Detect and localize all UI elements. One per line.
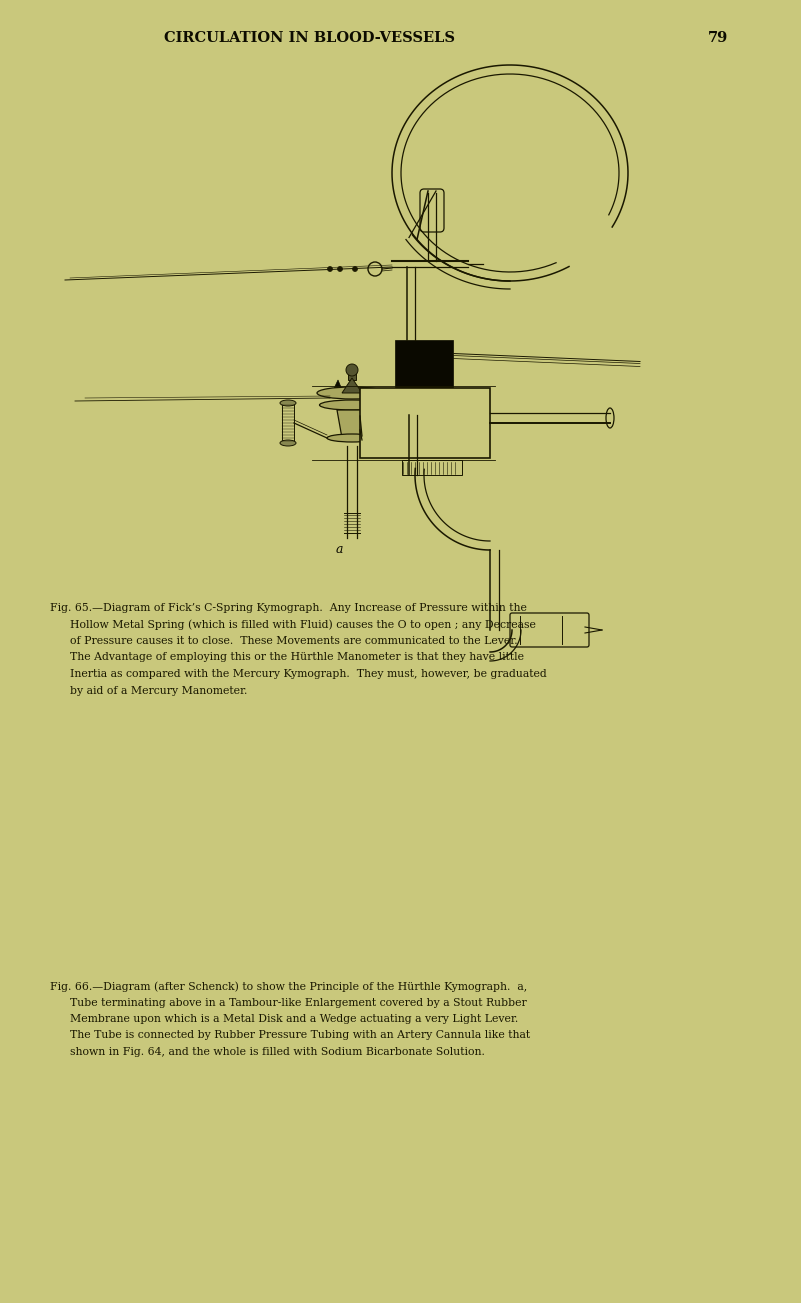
Ellipse shape xyxy=(327,434,377,442)
Text: Tube terminating above in a Tambour-like Enlargement covered by a Stout Rubber: Tube terminating above in a Tambour-like… xyxy=(70,998,527,1007)
Text: 79: 79 xyxy=(708,31,728,46)
Text: Fig. 66.—Diagram (after Schenck) to show the Principle of the Hürthle Kymograph.: Fig. 66.—Diagram (after Schenck) to show… xyxy=(50,981,527,992)
Bar xyxy=(403,390,451,414)
Ellipse shape xyxy=(317,387,387,399)
Text: Membrane upon which is a Metal Disk and a Wedge actuating a very Light Lever.: Membrane upon which is a Metal Disk and … xyxy=(70,1014,518,1024)
Bar xyxy=(360,388,490,457)
Ellipse shape xyxy=(280,440,296,446)
Bar xyxy=(395,340,453,395)
Ellipse shape xyxy=(280,400,296,407)
Text: The Tube is connected by Rubber Pressure Tubing with an Artery Cannula like that: The Tube is connected by Rubber Pressure… xyxy=(70,1031,530,1041)
Text: Hollow Metal Spring (which is filled with Fluid) causes the O to open ; any Decr: Hollow Metal Spring (which is filled wit… xyxy=(70,619,536,631)
Text: Fig. 65.—Diagram of Fick’s C-Spring Kymograph.  Any Increase of Pressure within : Fig. 65.—Diagram of Fick’s C-Spring Kymo… xyxy=(50,603,527,612)
Ellipse shape xyxy=(606,408,614,427)
Bar xyxy=(282,403,294,443)
Text: a: a xyxy=(336,543,344,556)
Polygon shape xyxy=(330,380,345,397)
Text: Inertia as compared with the Mercury Kymograph.  They must, however, be graduate: Inertia as compared with the Mercury Kym… xyxy=(70,668,547,679)
FancyBboxPatch shape xyxy=(510,612,589,648)
Polygon shape xyxy=(337,410,367,438)
Circle shape xyxy=(352,267,357,271)
Circle shape xyxy=(328,267,332,271)
Text: of Pressure causes it to close.  These Movements are communicated to the Lever.: of Pressure causes it to close. These Mo… xyxy=(70,636,517,646)
Text: CIRCULATION IN BLOOD-VESSELS: CIRCULATION IN BLOOD-VESSELS xyxy=(164,31,456,46)
Text: The Advantage of employing this or the Hürthle Manometer is that they have littl: The Advantage of employing this or the H… xyxy=(70,653,524,662)
FancyBboxPatch shape xyxy=(420,189,444,232)
Circle shape xyxy=(346,364,358,377)
Bar xyxy=(348,370,356,380)
Text: by aid of a Mercury Manometer.: by aid of a Mercury Manometer. xyxy=(70,685,248,696)
Ellipse shape xyxy=(320,400,384,410)
Text: shown in Fig. 64, and the whole is filled with Sodium Bicarbonate Solution.: shown in Fig. 64, and the whole is fille… xyxy=(70,1048,485,1057)
Polygon shape xyxy=(342,378,362,394)
Bar xyxy=(401,460,461,476)
Circle shape xyxy=(337,267,343,271)
